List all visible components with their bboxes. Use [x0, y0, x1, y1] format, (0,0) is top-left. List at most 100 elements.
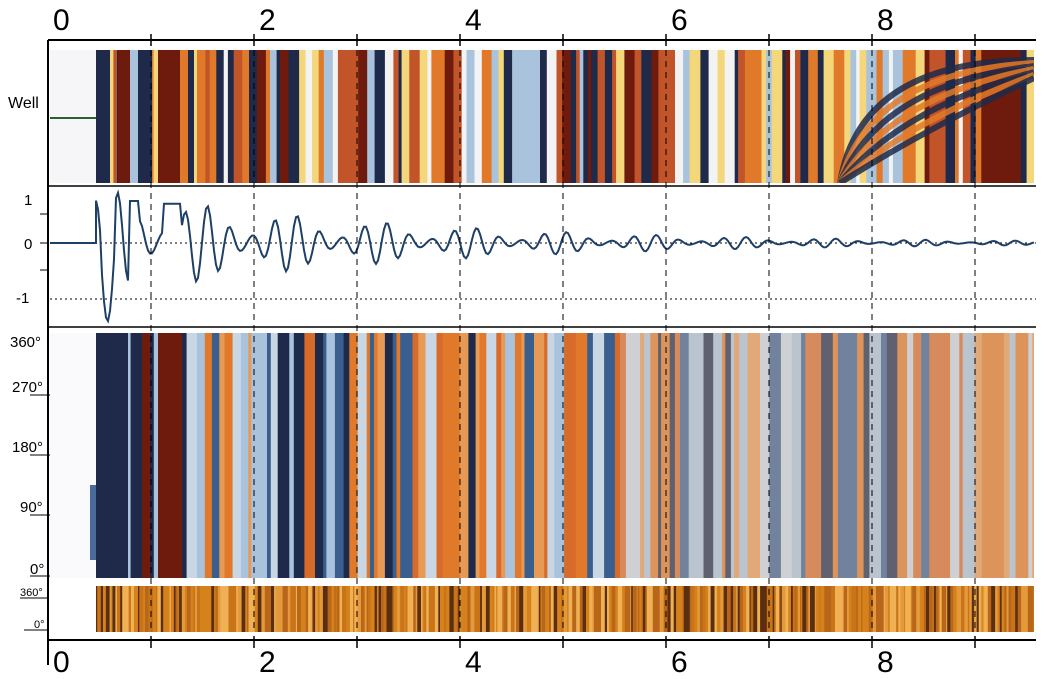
- well-seismic-stripe: [597, 50, 606, 183]
- well-seismic-stripe: [318, 50, 325, 183]
- image-log-stripe: [624, 586, 628, 632]
- image-log-stripe: [526, 586, 530, 632]
- image-log-stripe: [946, 586, 948, 632]
- image-log-stripe: [866, 586, 870, 632]
- image-log-stripe: [939, 586, 943, 632]
- image-log-stripe: [883, 586, 886, 632]
- angle-gather-stripe: [323, 333, 327, 578]
- angle-gather-stripe: [994, 333, 1001, 578]
- image-log-stripe: [670, 586, 675, 632]
- image-log-stripe: [1017, 586, 1022, 632]
- well-seismic-stripe: [237, 50, 243, 183]
- well-seismic-stripe: [808, 50, 819, 183]
- image-log-stripe: [716, 586, 721, 632]
- angle-gather-stripe: [232, 333, 242, 578]
- angle-gather-stripe: [425, 333, 438, 578]
- angle-gather-stripe: [224, 333, 234, 578]
- well-seismic-stripe: [180, 50, 192, 183]
- image-log-stripe: [750, 586, 753, 632]
- image-log-stripe: [810, 586, 813, 632]
- image-log-stripe: [991, 586, 996, 632]
- image-log-stripe: [115, 586, 118, 632]
- image-log-stripe: [733, 586, 737, 632]
- log-label-360: 360°: [20, 587, 43, 599]
- well-seismic-stripe: [782, 50, 787, 183]
- waveform-panel: 1 0 -1: [16, 189, 1036, 328]
- image-log-stripe: [220, 586, 225, 632]
- image-log-stripe: [828, 586, 831, 632]
- image-log-stripe: [460, 586, 465, 632]
- well-seismic-stripe: [507, 50, 513, 183]
- angle-gather-stripe: [343, 333, 350, 578]
- image-log-stripe: [545, 586, 550, 632]
- image-log-stripe: [187, 586, 189, 632]
- angle-gather-stripe: [366, 333, 371, 578]
- image-log-stripe: [353, 586, 355, 632]
- well-seismic-stripe: [833, 50, 838, 183]
- angle-gather-stripe: [1004, 333, 1011, 578]
- image-log-stripe: [982, 586, 985, 632]
- angle-gather-panel: 360° 270° 180° 90° 0°: [10, 333, 1034, 578]
- image-log-stripe: [145, 586, 149, 632]
- image-log-stripe: [1032, 586, 1034, 632]
- dashed-grid: [150, 34, 976, 648]
- image-log-stripe: [453, 586, 456, 632]
- angle-gather-stripe: [374, 333, 379, 578]
- image-log-stripe: [538, 586, 541, 632]
- image-log-stripe: [656, 586, 661, 632]
- image-log-stripe: [339, 586, 343, 632]
- well-seismic-stripe: [962, 50, 972, 183]
- image-log-stripe: [287, 586, 291, 632]
- image-log-stripe: [125, 586, 130, 632]
- angle-gather-stripe: [747, 333, 754, 578]
- well-seismic-stripe: [453, 50, 463, 183]
- well-seismic-stripe: [270, 50, 278, 183]
- image-log-stripe: [197, 586, 201, 632]
- image-log-stripe: [271, 586, 275, 632]
- image-log-stripe: [710, 586, 716, 632]
- well-seismic-stripe: [856, 50, 861, 183]
- image-log-stripe: [567, 586, 570, 632]
- image-log-stripe: [893, 586, 897, 632]
- image-log-stripe: [766, 586, 771, 632]
- image-log-stripe: [386, 586, 389, 632]
- image-log-stripe: [406, 586, 409, 632]
- image-log-stripe: [808, 586, 811, 632]
- well-seismic-stripe: [991, 50, 1002, 183]
- image-log-stripe: [857, 586, 862, 632]
- well-seismic-stripe: [398, 50, 403, 183]
- image-log-stripe: [769, 586, 774, 632]
- image-log-stripe: [438, 586, 441, 632]
- well-seismic-arc: [837, 66, 1034, 183]
- image-log-stripe: [626, 586, 631, 632]
- well-seismic-stripe: [579, 50, 584, 183]
- angle-gather-stripe: [400, 333, 406, 578]
- image-log-stripe: [335, 586, 338, 632]
- angle-gather-stripe: [863, 333, 870, 578]
- well-seismic-stripe: [1026, 50, 1034, 183]
- angle-gather-stripe: [240, 333, 249, 578]
- image-log-stripe: [694, 586, 698, 632]
- angle-gather-stripe: [857, 333, 865, 578]
- image-log-strip: [96, 586, 1034, 632]
- image-log-stripe: [742, 586, 747, 632]
- angle-gather-stripe: [315, 333, 324, 578]
- well-seismic-arc: [838, 75, 1034, 183]
- image-log-stripe: [673, 586, 677, 632]
- image-log-stripe: [449, 586, 451, 632]
- angle-gather-stripe: [479, 333, 487, 578]
- image-log-stripe: [676, 586, 678, 632]
- angle-gather-stripe: [886, 333, 898, 578]
- trace-y-label-minus1: -1: [16, 290, 29, 307]
- image-log-stripe: [592, 586, 595, 632]
- angle-gather-stripe: [449, 333, 461, 578]
- image-log-stripe: [274, 586, 276, 632]
- image-log-stripe: [632, 586, 638, 632]
- image-log-stripe: [393, 586, 398, 632]
- image-log-stripe: [1023, 586, 1026, 632]
- angle-gather-stripe: [959, 333, 964, 578]
- image-log-stripe: [350, 586, 354, 632]
- well-seismic-stripe: [604, 50, 613, 183]
- image-log-stripe: [617, 586, 620, 632]
